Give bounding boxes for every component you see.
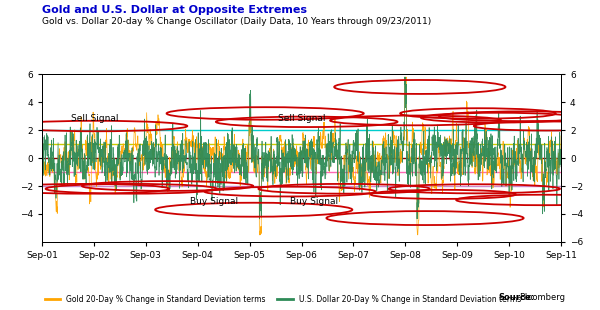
Text: Buy Signal: Buy Signal bbox=[190, 197, 238, 206]
Text: Buy Signal: Buy Signal bbox=[290, 197, 338, 206]
Text: Source:: Source: bbox=[498, 293, 534, 302]
Text: Sell Signal: Sell Signal bbox=[71, 114, 118, 123]
Text: Gold and U.S. Dollar at Opposite Extremes: Gold and U.S. Dollar at Opposite Extreme… bbox=[42, 5, 307, 15]
Text: Sell Signal: Sell Signal bbox=[278, 114, 326, 123]
Text: Bloomberg: Bloomberg bbox=[519, 293, 565, 302]
Text: Gold vs. Dollar 20-day % Change Oscillator (Daily Data, 10 Years through 09/23/2: Gold vs. Dollar 20-day % Change Oscillat… bbox=[42, 17, 431, 26]
